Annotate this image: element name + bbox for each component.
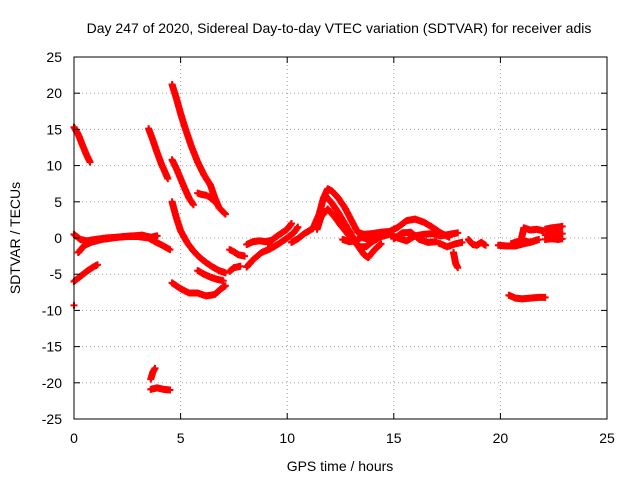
data-point	[220, 209, 228, 217]
data-point	[533, 236, 541, 244]
series-seg-f	[145, 125, 172, 183]
series-seg-l	[194, 267, 227, 285]
data-point	[287, 220, 295, 228]
series-seg-ah	[541, 230, 566, 239]
y-tick-label: 5	[54, 194, 62, 210]
data-point	[153, 232, 161, 240]
series-seg-k	[168, 279, 229, 300]
series-seg-h	[168, 156, 197, 209]
series-seg-v	[322, 192, 385, 262]
data-point	[166, 246, 174, 254]
data-point	[221, 210, 229, 218]
x-tick-label: 0	[70, 430, 78, 446]
series-seg-aa	[464, 235, 489, 249]
series-seg-p	[226, 246, 249, 260]
x-tick-label: 5	[177, 430, 185, 446]
data-point	[454, 229, 462, 237]
y-tick-label: 10	[46, 158, 62, 174]
series-seg-x	[390, 228, 440, 246]
series-seg-q	[243, 223, 302, 271]
data-point	[377, 240, 385, 248]
data-point	[210, 197, 218, 205]
series-seg-i	[168, 198, 229, 277]
y-tick-label: -15	[42, 339, 62, 355]
series-seg-e	[74, 231, 161, 256]
data-point	[211, 198, 219, 206]
axis-ticks: 0 5 10 15 20 25 -25 -20 -15 -10 -5 0 5 10 15 20 25	[42, 49, 615, 446]
y-tick-label: -10	[42, 302, 62, 318]
series-seg-n	[147, 384, 174, 394]
y-tick-label: 0	[54, 230, 62, 246]
data-point	[558, 222, 566, 230]
data-point	[371, 234, 379, 242]
data-point	[221, 282, 229, 290]
y-tick-label: -25	[42, 411, 62, 427]
data-point	[93, 261, 101, 269]
data-point	[294, 223, 302, 231]
y-axis-label: SDTVAR / TECUs	[7, 182, 23, 294]
data-point	[151, 364, 159, 372]
data-point	[166, 386, 174, 394]
x-tick-label: 15	[386, 430, 402, 446]
data-point	[541, 293, 549, 301]
data-point	[221, 269, 229, 277]
series-seg-ac	[507, 236, 541, 248]
data-point	[219, 277, 227, 285]
chart-title: Day 247 of 2020, Sidereal Day-to-day VTE…	[87, 20, 592, 36]
y-tick-label: 15	[46, 121, 62, 137]
series-seg-j	[194, 189, 219, 206]
data-point	[458, 238, 466, 246]
data-point	[164, 175, 172, 183]
x-axis-label: GPS time / hours	[287, 458, 394, 474]
data-point	[454, 264, 462, 272]
x-tick-label: 10	[279, 430, 295, 446]
series-seg-b	[70, 261, 101, 285]
data-point	[86, 158, 94, 166]
series-seg-a	[70, 123, 94, 166]
x-tick-label: 25	[599, 430, 615, 446]
data-point	[241, 252, 249, 260]
series-seg-w	[339, 233, 379, 246]
data-layer	[70, 81, 566, 394]
data-point	[558, 230, 566, 238]
series-seg-o	[226, 262, 244, 275]
y-tick-label: -5	[50, 266, 63, 282]
y-tick-label: 25	[46, 49, 62, 65]
series-seg-z	[449, 248, 462, 272]
series-seg-ae	[505, 291, 549, 303]
series-seg-m	[147, 364, 159, 383]
y-tick-label: -20	[42, 375, 62, 391]
data-point	[189, 201, 197, 209]
series-seg-y	[435, 238, 466, 251]
data-point	[481, 241, 489, 249]
y-tick-label: 20	[46, 85, 62, 101]
series-seg-ad	[518, 224, 547, 241]
series-seg-ag	[541, 222, 566, 233]
x-tick-label: 20	[493, 430, 509, 446]
series-seg-s	[264, 220, 295, 248]
data-point	[236, 262, 244, 270]
series-seg-g	[168, 81, 229, 218]
